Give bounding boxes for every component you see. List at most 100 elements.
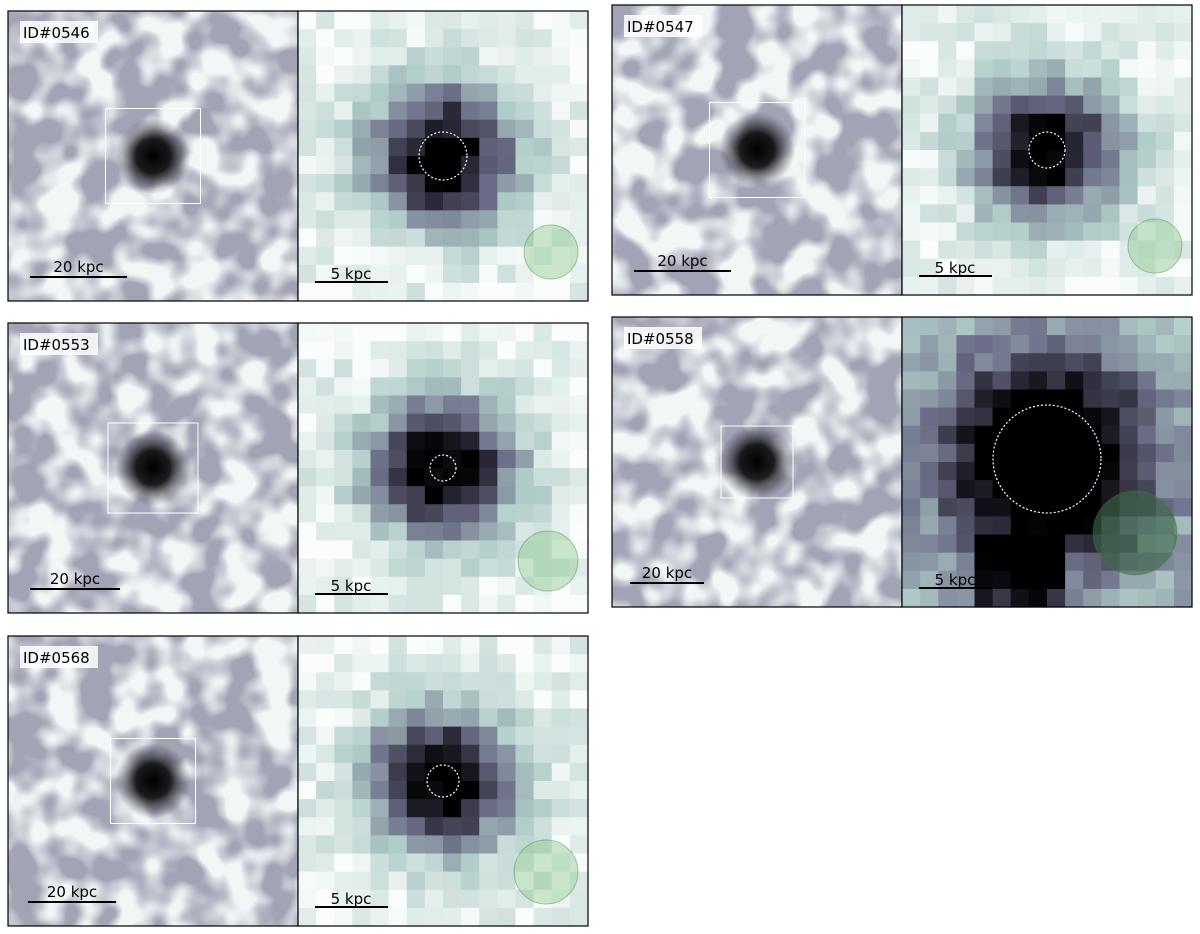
pixel xyxy=(334,726,353,746)
pixel xyxy=(992,240,1012,260)
pixel xyxy=(1010,534,1030,554)
pixel xyxy=(352,636,372,655)
id-bg xyxy=(624,15,702,37)
pixel xyxy=(298,744,317,764)
pixel xyxy=(1010,222,1030,242)
pixel xyxy=(479,817,498,836)
pixel xyxy=(551,246,571,266)
pixel xyxy=(316,11,335,30)
pixel xyxy=(406,377,426,397)
pixel xyxy=(569,654,589,673)
pixel xyxy=(569,853,589,873)
pixel xyxy=(902,425,921,445)
pixel xyxy=(424,210,444,230)
pixel xyxy=(1047,516,1066,536)
pixel xyxy=(352,744,372,764)
aperture xyxy=(429,454,457,482)
pixel xyxy=(515,558,535,578)
pixel xyxy=(388,799,408,818)
pixel xyxy=(515,690,535,710)
pixel xyxy=(388,228,408,248)
pixel xyxy=(1010,462,1030,481)
pixel xyxy=(1028,389,1048,409)
pixel xyxy=(992,113,1012,133)
pixel xyxy=(370,156,390,175)
pixel xyxy=(938,258,957,278)
pixel xyxy=(497,101,517,121)
pixel xyxy=(352,282,372,302)
pixel xyxy=(551,65,571,85)
pixel xyxy=(902,222,921,242)
pixel xyxy=(298,672,317,691)
pixel xyxy=(1010,371,1030,391)
pixel xyxy=(298,907,317,927)
pixel xyxy=(551,835,571,855)
pixel xyxy=(1119,204,1139,224)
pixel xyxy=(497,210,517,230)
pixel xyxy=(316,137,335,157)
pixel xyxy=(1101,462,1121,481)
pixel xyxy=(497,83,517,103)
pixel xyxy=(569,65,589,85)
pixel xyxy=(1101,389,1121,409)
pixel xyxy=(352,672,372,691)
pixel xyxy=(1101,113,1121,133)
pixel xyxy=(1047,425,1066,445)
pixel xyxy=(370,708,390,728)
panel: 20 kpc ID#0558 5 kpc xyxy=(611,316,1193,608)
pixel xyxy=(479,156,498,175)
pixel xyxy=(1083,113,1102,133)
pixel xyxy=(334,101,353,121)
pixel xyxy=(334,377,353,397)
pixel xyxy=(902,389,921,409)
pixel xyxy=(1137,371,1157,391)
pixel xyxy=(406,835,426,855)
pixel xyxy=(533,341,553,360)
pixel xyxy=(1083,462,1102,481)
pixel xyxy=(334,781,353,800)
pixel xyxy=(551,449,571,469)
pixel xyxy=(551,395,571,415)
pixel xyxy=(569,282,589,302)
pixel xyxy=(902,443,921,463)
pixel xyxy=(334,799,353,818)
pixel xyxy=(956,276,976,296)
pixel xyxy=(1028,534,1048,554)
pixel xyxy=(938,353,957,372)
pixel xyxy=(1065,276,1084,296)
pixel xyxy=(316,835,335,855)
pixel xyxy=(334,83,353,103)
pixel xyxy=(1173,240,1193,260)
pixel xyxy=(443,83,462,103)
pixel xyxy=(424,558,444,578)
pixel xyxy=(388,576,408,596)
pixel xyxy=(370,576,390,596)
pixel xyxy=(388,672,408,691)
pixel xyxy=(1065,186,1084,205)
pixel xyxy=(974,240,994,260)
pixel xyxy=(1065,240,1084,260)
pixel xyxy=(352,708,372,728)
pixel xyxy=(406,468,426,487)
pixel xyxy=(1028,222,1048,242)
pixel xyxy=(533,192,553,211)
pixel xyxy=(461,781,480,800)
pixel xyxy=(424,341,444,360)
pixel xyxy=(424,65,444,85)
right-panel: 5 kpc xyxy=(901,316,1193,608)
pixel xyxy=(424,907,444,927)
pixel xyxy=(956,407,976,427)
pixel xyxy=(569,726,589,746)
pixel xyxy=(316,83,335,103)
pixel xyxy=(1101,204,1121,224)
pixel xyxy=(461,853,480,873)
pixel xyxy=(316,522,335,542)
pixel xyxy=(370,282,390,302)
beam xyxy=(1127,218,1183,274)
panel-id: ID#0547 xyxy=(627,18,694,36)
pixel xyxy=(1155,258,1175,278)
pixel xyxy=(992,150,1012,169)
pixel xyxy=(1028,498,1048,517)
pixel xyxy=(1173,480,1193,499)
pixel xyxy=(406,690,426,710)
